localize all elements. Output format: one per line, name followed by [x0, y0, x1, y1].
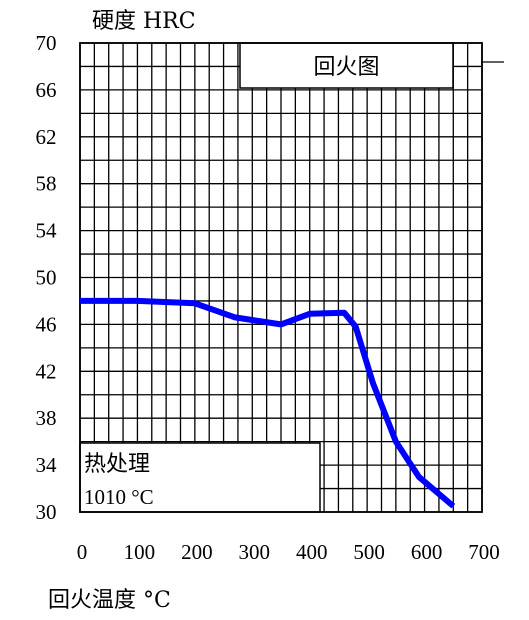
y-tick-label: 62: [36, 125, 57, 149]
x-tick-label: 600: [411, 540, 443, 564]
x-tick-label: 100: [124, 540, 156, 564]
y-tick-label: 54: [36, 219, 58, 243]
series-line-0: [80, 297, 456, 509]
y-tick-label: 70: [36, 31, 57, 55]
x-tick-label: 300: [239, 540, 271, 564]
x-tick-label: 200: [181, 540, 213, 564]
annotation-box: [79, 442, 321, 513]
x-tick-label: 500: [353, 540, 385, 564]
y-tick-label: 38: [36, 406, 57, 430]
y-tick-label: 66: [36, 78, 57, 102]
y-tick-label: 34: [36, 453, 58, 477]
y-tick-label: 30: [36, 500, 57, 524]
x-tick-label: 0: [77, 540, 88, 564]
y-tick-label: 58: [36, 172, 57, 196]
y-axis-label: 硬度 HRC: [92, 9, 196, 34]
y-tick-label: 42: [36, 359, 57, 383]
x-tick-label: 400: [296, 540, 328, 564]
y-tick-label: 46: [36, 312, 57, 336]
title-box: [239, 42, 454, 89]
annotation-line-2: 1010 °C: [84, 485, 154, 509]
title-box-label: 回火图: [313, 55, 379, 80]
x-tick-label: 700: [468, 540, 500, 564]
plot-border: [79, 42, 483, 513]
annotation-line-1: 热处理: [84, 452, 150, 477]
x-axis-label: 回火温度 °C: [48, 588, 171, 613]
y-tick-label: 50: [36, 266, 57, 290]
